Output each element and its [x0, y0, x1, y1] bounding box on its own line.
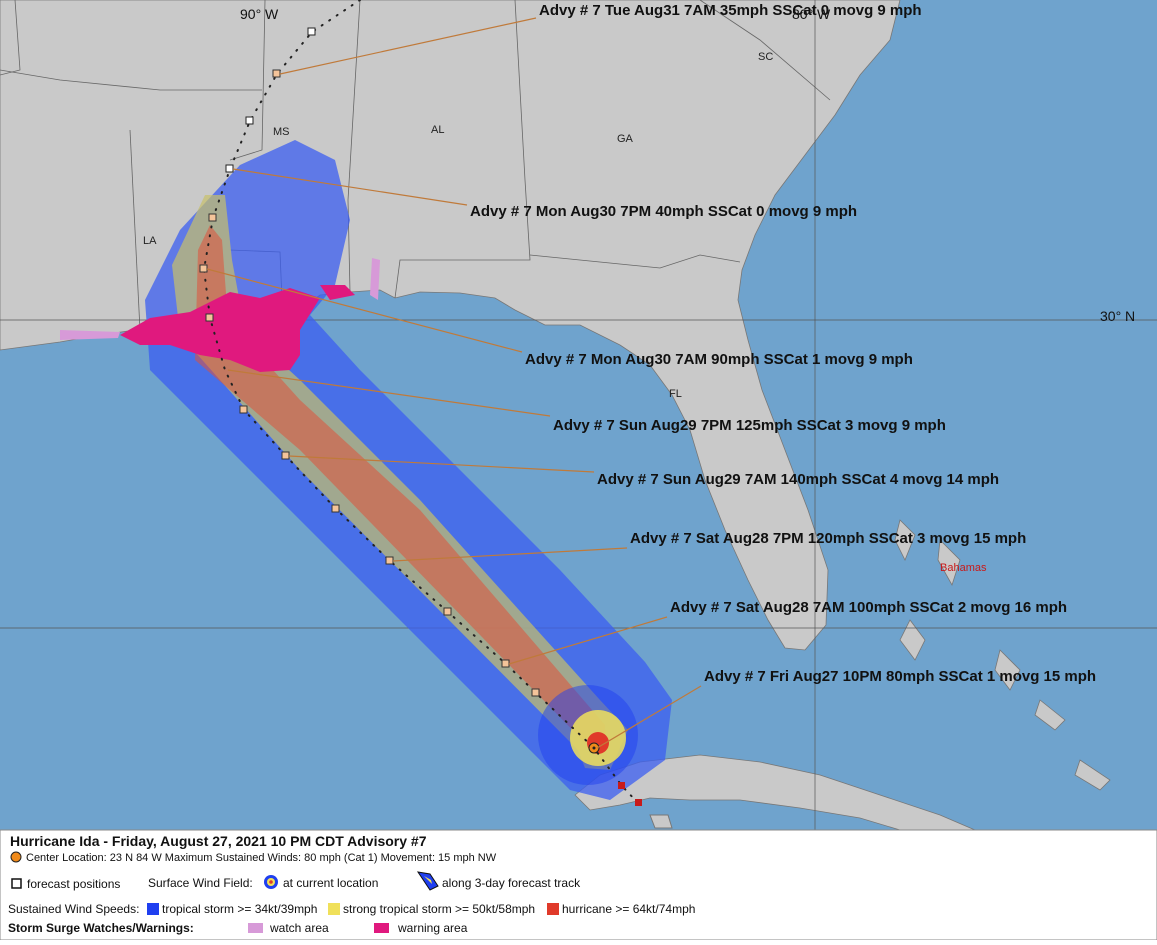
- legend-title: Hurricane Ida - Friday, August 27, 2021 …: [10, 833, 427, 849]
- advisory-label: Advy # 7 Sat Aug28 7PM 120mph SSCat 3 mo…: [630, 530, 1026, 547]
- legend-box: [0, 829, 1157, 941]
- advisory-label: Advy # 7 Mon Aug30 7PM 40mph SSCat 0 mov…: [470, 203, 857, 220]
- legend-text: Surface Wind Field:: [148, 876, 253, 890]
- advisory-label: Advy # 7 Sun Aug29 7AM 140mph SSCat 4 mo…: [597, 471, 999, 488]
- isle-of-youth: [649, 814, 673, 829]
- hurricane-swath: [195, 225, 606, 752]
- warning-swatch: [374, 923, 389, 933]
- storm-surge-warning: [120, 285, 355, 372]
- state-label: FL: [669, 388, 682, 400]
- hurricane-swatch: [547, 903, 559, 915]
- legend-text: tropical storm >= 34kt/39mph: [162, 902, 317, 916]
- state-label: AL: [431, 124, 444, 136]
- legend-text: Sustained Wind Speeds:: [8, 902, 139, 916]
- advisory-label: Advy # 7 Mon Aug30 7AM 90mph SSCat 1 mov…: [525, 351, 913, 368]
- place-label: Bahamas: [940, 562, 987, 574]
- legend-text: hurricane >= 64kt/74mph: [562, 902, 695, 916]
- legend-text: at current location: [283, 876, 378, 890]
- advisory-label: Advy # 7 Tue Aug31 7AM 35mph SSCat 0 mov…: [539, 2, 922, 19]
- grid-label: 90° W: [240, 6, 279, 22]
- forecast-positions: [199, 27, 642, 806]
- wind-field-icon: [269, 880, 273, 884]
- sts-swatch: [328, 903, 340, 915]
- legend-text: warning area: [397, 921, 468, 935]
- state-label: SC: [758, 51, 773, 63]
- state-label: GA: [617, 133, 634, 145]
- grid-label: 30° N: [1100, 308, 1135, 324]
- legend-text: watch area: [269, 921, 329, 935]
- center-info: Center Location: 23 N 84 W Maximum Susta…: [26, 852, 497, 864]
- grid-label: 80° W: [792, 6, 831, 22]
- bahamas-islands: [894, 519, 1111, 791]
- track-field-icon: [424, 876, 432, 884]
- forecast-position-icon: [11, 878, 22, 889]
- legend-text: along 3-day forecast track: [442, 876, 581, 890]
- advisory-label: Advy # 7 Sun Aug29 7PM 125mph SSCat 3 mo…: [553, 417, 946, 434]
- advisory-label: Advy # 7 Sat Aug28 7AM 100mph SSCat 2 mo…: [670, 599, 1067, 616]
- legend-text: forecast positions: [27, 877, 120, 891]
- advisory-label: Advy # 7 Fri Aug27 10PM 80mph SSCat 1 mo…: [704, 668, 1096, 685]
- ts-swatch: [147, 903, 159, 915]
- center-icon: [10, 851, 22, 863]
- state-label: MS: [273, 126, 290, 138]
- watch-swatch: [248, 923, 263, 933]
- state-label: LA: [143, 235, 157, 247]
- leader-lines: [206, 17, 702, 749]
- track-field-icon: [416, 871, 439, 891]
- legend-text: strong tropical storm >= 50kt/58mph: [343, 902, 535, 916]
- storm-surge-watch: [60, 258, 380, 340]
- legend-text: Storm Surge Watches/Warnings:: [8, 921, 194, 935]
